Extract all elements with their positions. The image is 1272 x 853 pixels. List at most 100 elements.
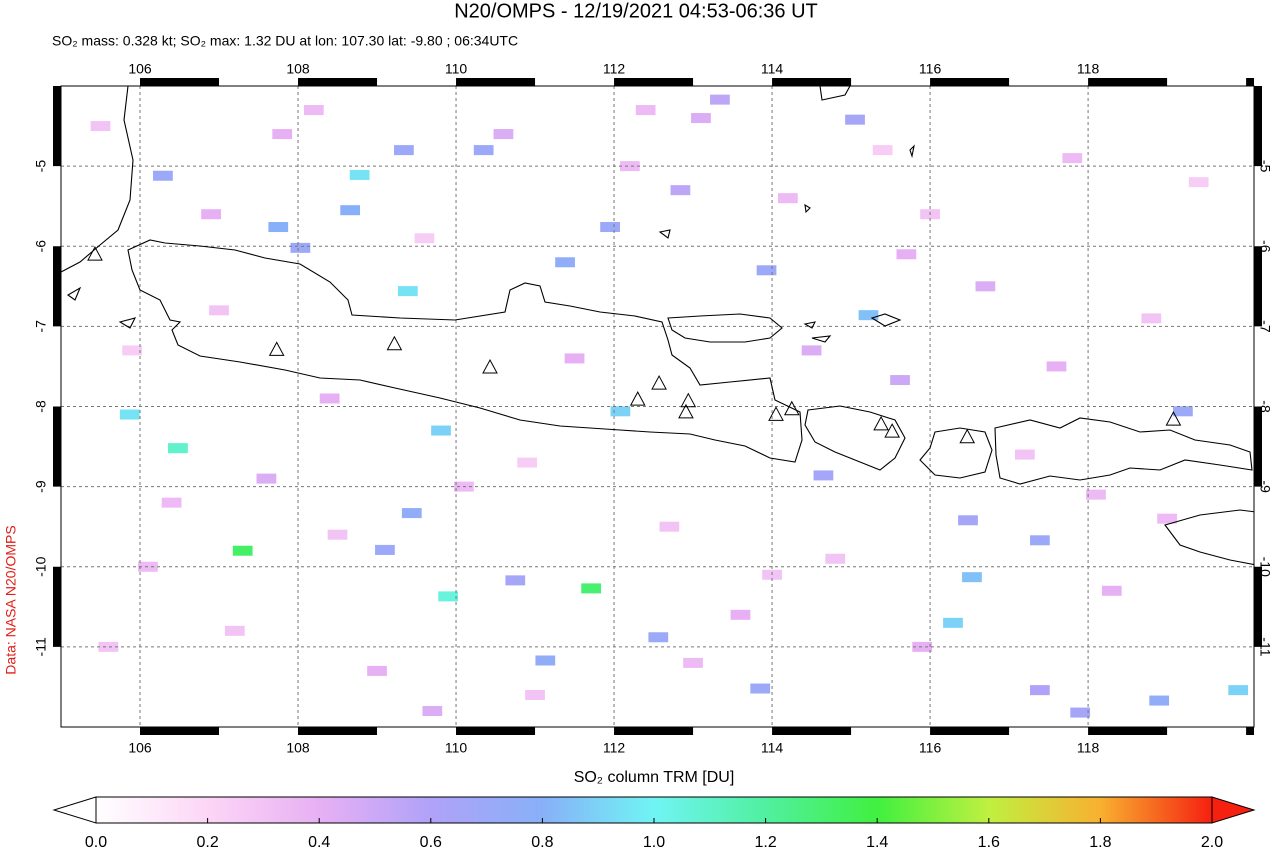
so2-pixel bbox=[272, 129, 293, 140]
so2-pixel bbox=[1101, 585, 1122, 596]
volcano-marker bbox=[1165, 411, 1182, 426]
so2-pixel bbox=[517, 457, 538, 468]
so2-pixel bbox=[119, 409, 140, 420]
so2-pixel bbox=[505, 575, 526, 586]
colorbar-label: SO₂ column TRM [DU] bbox=[574, 769, 735, 786]
so2-pixel bbox=[670, 185, 691, 196]
frame-segment bbox=[456, 78, 536, 86]
so2-pixel bbox=[1070, 707, 1091, 718]
frame-segment bbox=[614, 727, 694, 735]
coast-sumatra bbox=[61, 86, 134, 273]
x-tick-label: 116 bbox=[919, 61, 942, 77]
x-tick-label: 106 bbox=[128, 61, 152, 77]
so2-pixel bbox=[153, 170, 173, 181]
so2-pixel bbox=[394, 145, 414, 156]
frame-segment bbox=[1254, 566, 1262, 647]
x-tick-label: 118 bbox=[1077, 740, 1100, 756]
so2-pixel bbox=[691, 113, 711, 124]
frame-segment bbox=[1246, 727, 1254, 735]
frame-segment bbox=[298, 727, 378, 735]
coast-sumatra-tip bbox=[66, 286, 137, 329]
x-tick-label: 114 bbox=[761, 740, 784, 756]
frame-segment bbox=[1254, 86, 1262, 167]
so2-pixel bbox=[535, 655, 556, 666]
frame-segment bbox=[298, 78, 378, 86]
so2-pixel bbox=[958, 515, 978, 526]
coastlines bbox=[61, 86, 1254, 566]
colorbar-tick-label: 0.4 bbox=[308, 834, 330, 851]
so2-pixel bbox=[473, 145, 494, 156]
x-tick-label: 108 bbox=[286, 740, 310, 756]
colorbar-tick-label: 0.2 bbox=[196, 834, 218, 851]
so2-pixel bbox=[201, 209, 221, 220]
so2-pixel bbox=[872, 145, 893, 156]
so2-pixel bbox=[1228, 685, 1249, 696]
volcano-marker bbox=[959, 428, 976, 444]
x-tick-label: 106 bbox=[128, 740, 152, 756]
so2-pixel bbox=[367, 665, 387, 676]
frame-segment bbox=[1254, 406, 1262, 487]
so2-pixel bbox=[209, 305, 229, 316]
so2-pixel bbox=[777, 193, 798, 204]
so2-pixel bbox=[730, 609, 751, 620]
so2-pixel bbox=[232, 545, 253, 556]
so2-pixel bbox=[319, 393, 340, 404]
y-tick-label: -8 bbox=[1257, 400, 1272, 413]
so2-pixel bbox=[414, 233, 435, 244]
so2-pixel bbox=[1030, 685, 1050, 696]
coast-islets bbox=[658, 144, 915, 343]
volcano-marker bbox=[884, 423, 900, 438]
frame-segment bbox=[930, 727, 1010, 735]
so2-pixel bbox=[1173, 406, 1193, 417]
colorbar-tick-label: 1.4 bbox=[866, 834, 888, 851]
so2-pixel bbox=[1062, 153, 1083, 164]
so2-pixel bbox=[161, 497, 182, 508]
coast-sumbawa bbox=[994, 417, 1253, 485]
y-tick-label: -9 bbox=[33, 480, 49, 493]
volcano-marker bbox=[268, 341, 285, 356]
chart-title: N20/OMPS - 12/19/2021 04:53-06:36 UT bbox=[454, 0, 818, 22]
frame-segment bbox=[53, 246, 61, 327]
so2-pixel bbox=[962, 572, 982, 583]
so2-pixel bbox=[555, 257, 575, 268]
x-tick-label: 116 bbox=[919, 740, 942, 756]
volcano-marker bbox=[482, 358, 498, 374]
coast-lombok bbox=[919, 427, 993, 479]
coast-java bbox=[127, 239, 803, 463]
volcano-marker bbox=[629, 391, 646, 406]
so2-pixel bbox=[1086, 489, 1106, 500]
so2-pixel bbox=[581, 583, 602, 594]
so2-pixel bbox=[912, 641, 933, 652]
so2-pixel bbox=[801, 345, 822, 356]
so2-pixel bbox=[600, 222, 620, 233]
so2-pixel bbox=[1149, 695, 1170, 706]
x-tick-label: 112 bbox=[603, 740, 626, 756]
x-tick-label: 114 bbox=[761, 61, 784, 77]
so2-pixel bbox=[683, 657, 703, 668]
so2-pixel bbox=[525, 689, 545, 700]
so2-pixel bbox=[268, 222, 289, 233]
so2-pixel bbox=[1015, 449, 1035, 460]
so2-pixel bbox=[422, 705, 443, 716]
colorbar-tick-label: 0.0 bbox=[85, 834, 107, 851]
so2-pixel bbox=[1188, 177, 1209, 188]
y-tick-label: -6 bbox=[1257, 240, 1272, 253]
coast-sumba bbox=[1164, 509, 1254, 566]
colorbar-tick-label: 1.8 bbox=[1089, 834, 1111, 851]
so2-pixel bbox=[375, 544, 395, 555]
coast-bali bbox=[804, 405, 906, 471]
so2-pixel bbox=[943, 617, 963, 628]
frame-segment bbox=[930, 78, 1010, 86]
so2-pixel bbox=[756, 265, 777, 276]
colorbar: 0.0 0.2 0.4 0.6 0.8 1.0 1.2 1.4 1.6 1.8 2.0 bbox=[52, 796, 1256, 851]
so2-pixel bbox=[168, 443, 188, 454]
volcano-marker bbox=[680, 392, 697, 408]
so2-pixel bbox=[858, 310, 879, 321]
frame-segment bbox=[1088, 78, 1168, 86]
so2-pixel bbox=[290, 242, 311, 253]
frame-segment bbox=[1246, 78, 1254, 86]
so2-pixel bbox=[1141, 313, 1162, 324]
so2-pixel bbox=[648, 632, 669, 643]
so2-pixel bbox=[256, 473, 277, 484]
so2-pixel bbox=[327, 529, 348, 540]
